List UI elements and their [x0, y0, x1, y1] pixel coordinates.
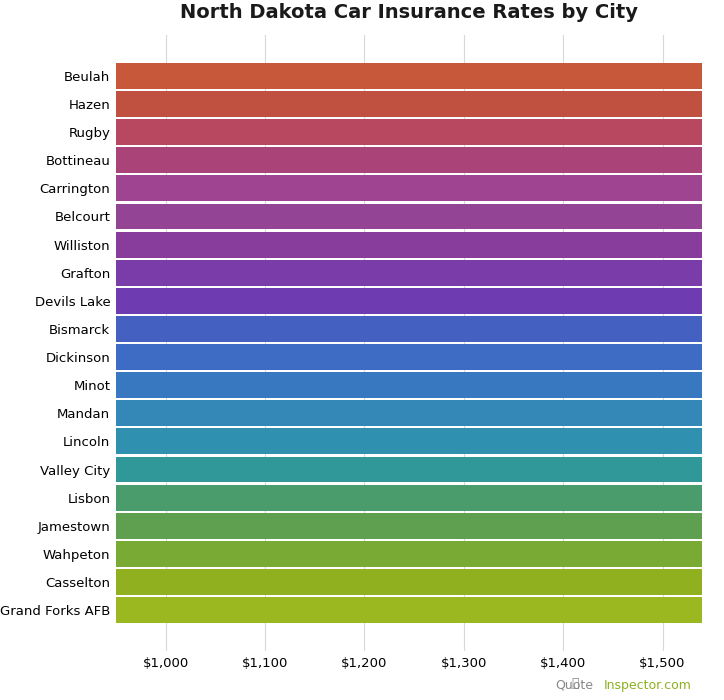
Bar — [116, 316, 724, 342]
Bar — [116, 428, 724, 454]
Bar — [116, 260, 724, 286]
Text: Inspector.com: Inspector.com — [604, 678, 691, 692]
Bar — [116, 484, 724, 510]
Bar — [116, 569, 724, 595]
Title: North Dakota Car Insurance Rates by City: North Dakota Car Insurance Rates by City — [180, 4, 638, 22]
Bar — [116, 232, 724, 258]
Bar — [116, 147, 724, 173]
Bar — [116, 456, 724, 482]
Bar — [116, 372, 724, 398]
Bar — [116, 204, 724, 230]
Bar — [116, 344, 724, 370]
Bar — [116, 91, 724, 117]
Bar — [116, 400, 724, 426]
Bar — [116, 541, 724, 567]
Bar — [116, 119, 724, 145]
Text: Quote: Quote — [556, 678, 594, 692]
Bar — [116, 63, 724, 89]
Bar — [116, 597, 724, 623]
Bar — [116, 288, 724, 314]
Text: Ⓠ: Ⓠ — [572, 677, 579, 690]
Bar — [116, 176, 724, 202]
Bar — [116, 513, 724, 539]
